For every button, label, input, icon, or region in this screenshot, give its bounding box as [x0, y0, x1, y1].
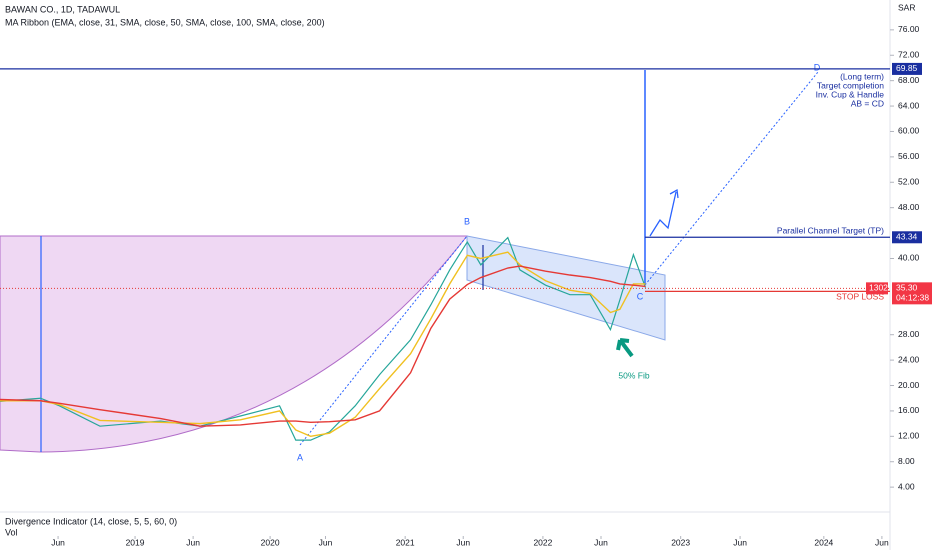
point-label: A [297, 452, 303, 462]
y-tick-label: 24.00 [898, 354, 920, 364]
volume-tag-label: 1302 [869, 283, 888, 293]
volume-tag [866, 282, 888, 295]
ma-line [0, 265, 646, 427]
cup-shape [0, 235, 469, 453]
point-label: B [464, 216, 470, 226]
y-tick-label: 56.00 [898, 151, 920, 161]
volume-label: Vol [5, 527, 18, 537]
point-label: D [814, 62, 821, 72]
y-tick-label: 8.00 [898, 456, 915, 466]
level-tag [892, 231, 922, 244]
last-price-label: 35.30 [896, 283, 918, 293]
y-tick-label: 40.00 [898, 253, 920, 263]
x-tick-label: Jun [594, 537, 608, 547]
annotation: AB = CD [851, 98, 884, 108]
y-tick-label: 48.00 [898, 202, 920, 212]
point-label: C [637, 291, 644, 301]
fib-arrow [616, 338, 634, 358]
x-tick-label: Jun [319, 537, 333, 547]
level-tag-label: 43.34 [896, 232, 918, 242]
ma-line [0, 251, 646, 438]
x-tick-label: 2022 [533, 537, 552, 547]
countdown: 04:12:38 [896, 293, 929, 303]
annotation: STOP LOSS [836, 291, 884, 301]
x-tick-label: Jun [456, 537, 470, 547]
x-tick-label: 2020 [261, 537, 280, 547]
x-tick-label: Jun [733, 537, 747, 547]
ma-ribbon: MA Ribbon (EMA, close, 31, SMA, close, 5… [5, 17, 325, 27]
y-tick-label: 12.00 [898, 431, 920, 441]
level-tag [892, 62, 922, 75]
annotation: Inv. Cup & Handle [816, 89, 885, 99]
x-tick-label: Jun [186, 537, 200, 547]
y-tick-label: 52.00 [898, 177, 920, 187]
y-tick-label: 28.00 [898, 329, 920, 339]
projection-arrow [649, 188, 679, 237]
y-tick-label: 4.00 [898, 481, 915, 491]
y-tick-label: 16.00 [898, 405, 920, 415]
annotation: Parallel Channel Target (TP) [777, 225, 884, 235]
x-tick-label: 2023 [671, 537, 690, 547]
ab-leg [299, 235, 468, 446]
y-tick-label: 64.00 [898, 100, 920, 110]
chart-title: BAWAN CO., 1D, TADAWUL [5, 4, 120, 14]
cd-leg [644, 71, 819, 286]
annotation: (Long term) [840, 71, 884, 81]
y-tick-label: 20.00 [898, 380, 920, 390]
y-tick-label: 60.00 [898, 126, 920, 136]
indicator-label: Divergence Indicator (14, close, 5, 5, 6… [5, 516, 177, 526]
x-tick-label: Jun [51, 537, 65, 547]
level-tag-label: 69.85 [896, 63, 918, 73]
annotation: Target completion [817, 80, 884, 90]
annotation: 50% Fib [618, 370, 649, 380]
y-tick-label: 72.00 [898, 50, 920, 60]
y-tick-label: 68.00 [898, 75, 920, 85]
last-price-tag [892, 282, 932, 305]
x-tick-label: 2019 [126, 537, 145, 547]
axis-unit: SAR [898, 2, 915, 12]
x-tick-label: 2024 [814, 537, 833, 547]
x-tick-label: Jun [875, 537, 889, 547]
y-tick-label: 76.00 [898, 24, 920, 34]
x-tick-label: 2021 [396, 537, 415, 547]
